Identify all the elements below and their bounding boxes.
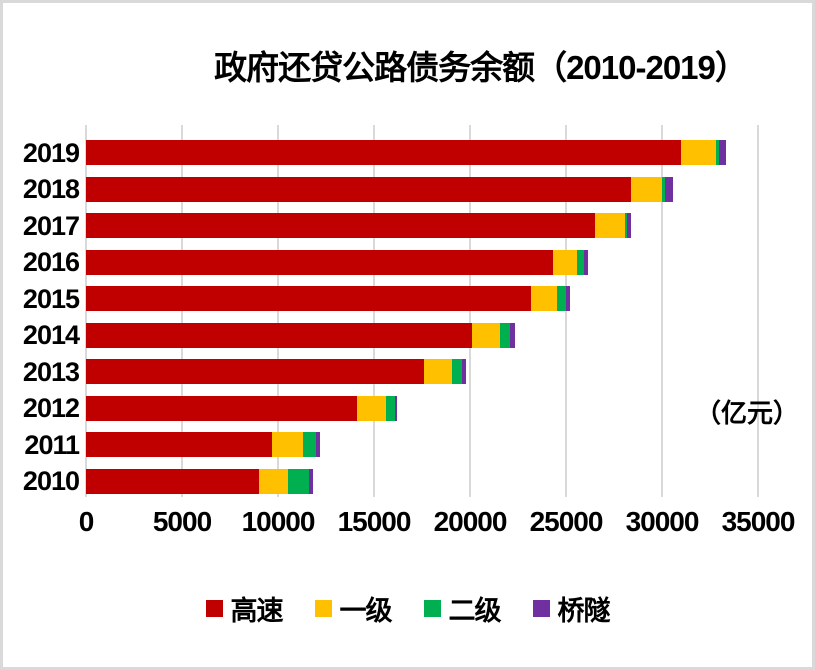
bar-segment-qiaosui: [718, 140, 726, 165]
x-axis-tick-label: 15000: [337, 506, 412, 537]
bar-segment-yiji: [272, 432, 304, 457]
bar-segment-erji: [303, 432, 316, 457]
x-axis-tick-label: 10000: [241, 506, 316, 537]
y-axis-label: 2016: [22, 247, 80, 277]
bar-row-2014: [86, 322, 515, 348]
y-axis-label: 2018: [22, 174, 80, 204]
x-axis-tick-label: 30000: [625, 506, 700, 537]
y-axis-label: 2019: [22, 137, 80, 168]
bar-segment-qiaosui: [395, 395, 398, 421]
bar-segment-qiaosui: [509, 322, 515, 348]
legend-swatch-qiaosui: [532, 599, 550, 617]
bar-segment-gaosu: [86, 395, 357, 421]
bar-segment-yiji: [681, 140, 716, 165]
bar-segment-gaosu: [86, 322, 472, 348]
y-axis-label: 2011: [24, 429, 80, 460]
bar-segment-qiaosui: [584, 249, 588, 275]
bar-segment-gaosu: [86, 176, 632, 202]
legend-item-erji: 二级: [423, 589, 502, 628]
bar-segment-gaosu: [86, 213, 595, 238]
bar-segment-gaosu: [86, 468, 259, 494]
legend-item-yiji: 一级: [314, 589, 393, 628]
bar-segment-gaosu: [86, 140, 682, 165]
gridline: [757, 125, 759, 497]
bar-segment-qiaosui: [308, 468, 314, 494]
legend-label-qiaosui: 桥隧: [557, 595, 611, 626]
x-axis-tick-label: 20000: [433, 506, 508, 537]
unit-label: （亿元）: [694, 398, 799, 428]
bar-segment-yiji: [594, 213, 625, 238]
bar-segment-gaosu: [86, 286, 532, 311]
gridline: [277, 125, 279, 497]
y-axis-label: 2015: [22, 283, 80, 314]
bar-segment-erji: [557, 286, 567, 311]
bar-row-2011: [86, 432, 320, 457]
x-axis-tick-label: 35000: [721, 506, 796, 537]
y-axis-label: 2014: [22, 320, 80, 350]
bar-row-2015: [86, 286, 571, 311]
bar-row-2013: [86, 359, 466, 384]
bar-segment-yiji: [471, 322, 500, 348]
gridline: [565, 125, 567, 497]
legend-label-erji: 二级: [448, 595, 502, 626]
gridline: [661, 125, 663, 497]
gridline: [373, 125, 375, 497]
y-axis-label: 2017: [22, 210, 80, 241]
gridline: [85, 125, 87, 497]
legend-swatch-erji: [423, 599, 441, 617]
bar-segment-gaosu: [86, 249, 553, 275]
bar-segment-erji: [499, 322, 510, 348]
x-axis-tick-label: 0: [78, 506, 95, 537]
bar-row-2019: [86, 140, 726, 165]
bar-row-2010: [86, 468, 314, 494]
gridline: [181, 125, 183, 497]
y-axis-label: 2010: [22, 466, 80, 496]
gridline: [469, 125, 471, 497]
bar-segment-qiaosui: [566, 286, 571, 311]
legend-label-gaosu: 高速: [230, 595, 284, 626]
bar-segment-yiji: [258, 468, 288, 494]
bar-segment-erji: [451, 359, 462, 384]
bar-segment-yiji: [531, 286, 558, 311]
bar-row-2016: [86, 249, 588, 275]
bar-segment-erji: [661, 176, 666, 202]
bar-segment-yiji: [552, 249, 577, 275]
bar-segment-erji: [576, 249, 585, 275]
bar-segment-qiaosui: [626, 213, 632, 238]
bar-row-2018: [86, 176, 674, 202]
bar-segment-gaosu: [86, 432, 273, 457]
y-axis-label: 2013: [22, 356, 80, 387]
bar-row-2012: [86, 395, 398, 421]
bar-segment-qiaosui: [315, 432, 320, 457]
bar-segment-erji: [386, 395, 396, 421]
bar-row-2017: [86, 213, 632, 238]
bar-segment-qiaosui: [461, 359, 466, 384]
x-axis-tick-label: 5000: [152, 506, 212, 537]
legend: 高速 一级 二级 桥隧: [3, 588, 812, 628]
y-axis-label: 2012: [22, 393, 80, 423]
x-axis-tick-label: 25000: [529, 506, 604, 537]
bar-segment-yiji: [423, 359, 452, 384]
bar-segment-erji: [624, 213, 627, 238]
bar-segment-erji: [287, 468, 309, 494]
legend-item-qiaosui: 桥隧: [532, 589, 611, 628]
chart-title: 政府还贷公路债务余额（2010-2019）: [214, 49, 748, 86]
bar-segment-yiji: [631, 176, 662, 202]
bar-segment-erji: [715, 140, 719, 165]
legend-item-gaosu: 高速: [205, 589, 284, 628]
bar-segment-gaosu: [86, 359, 424, 384]
legend-swatch-gaosu: [205, 599, 223, 617]
legend-label-yiji: 一级: [339, 595, 393, 626]
bar-segment-qiaosui: [665, 176, 674, 202]
legend-swatch-yiji: [314, 599, 332, 617]
bar-segment-yiji: [356, 395, 387, 421]
